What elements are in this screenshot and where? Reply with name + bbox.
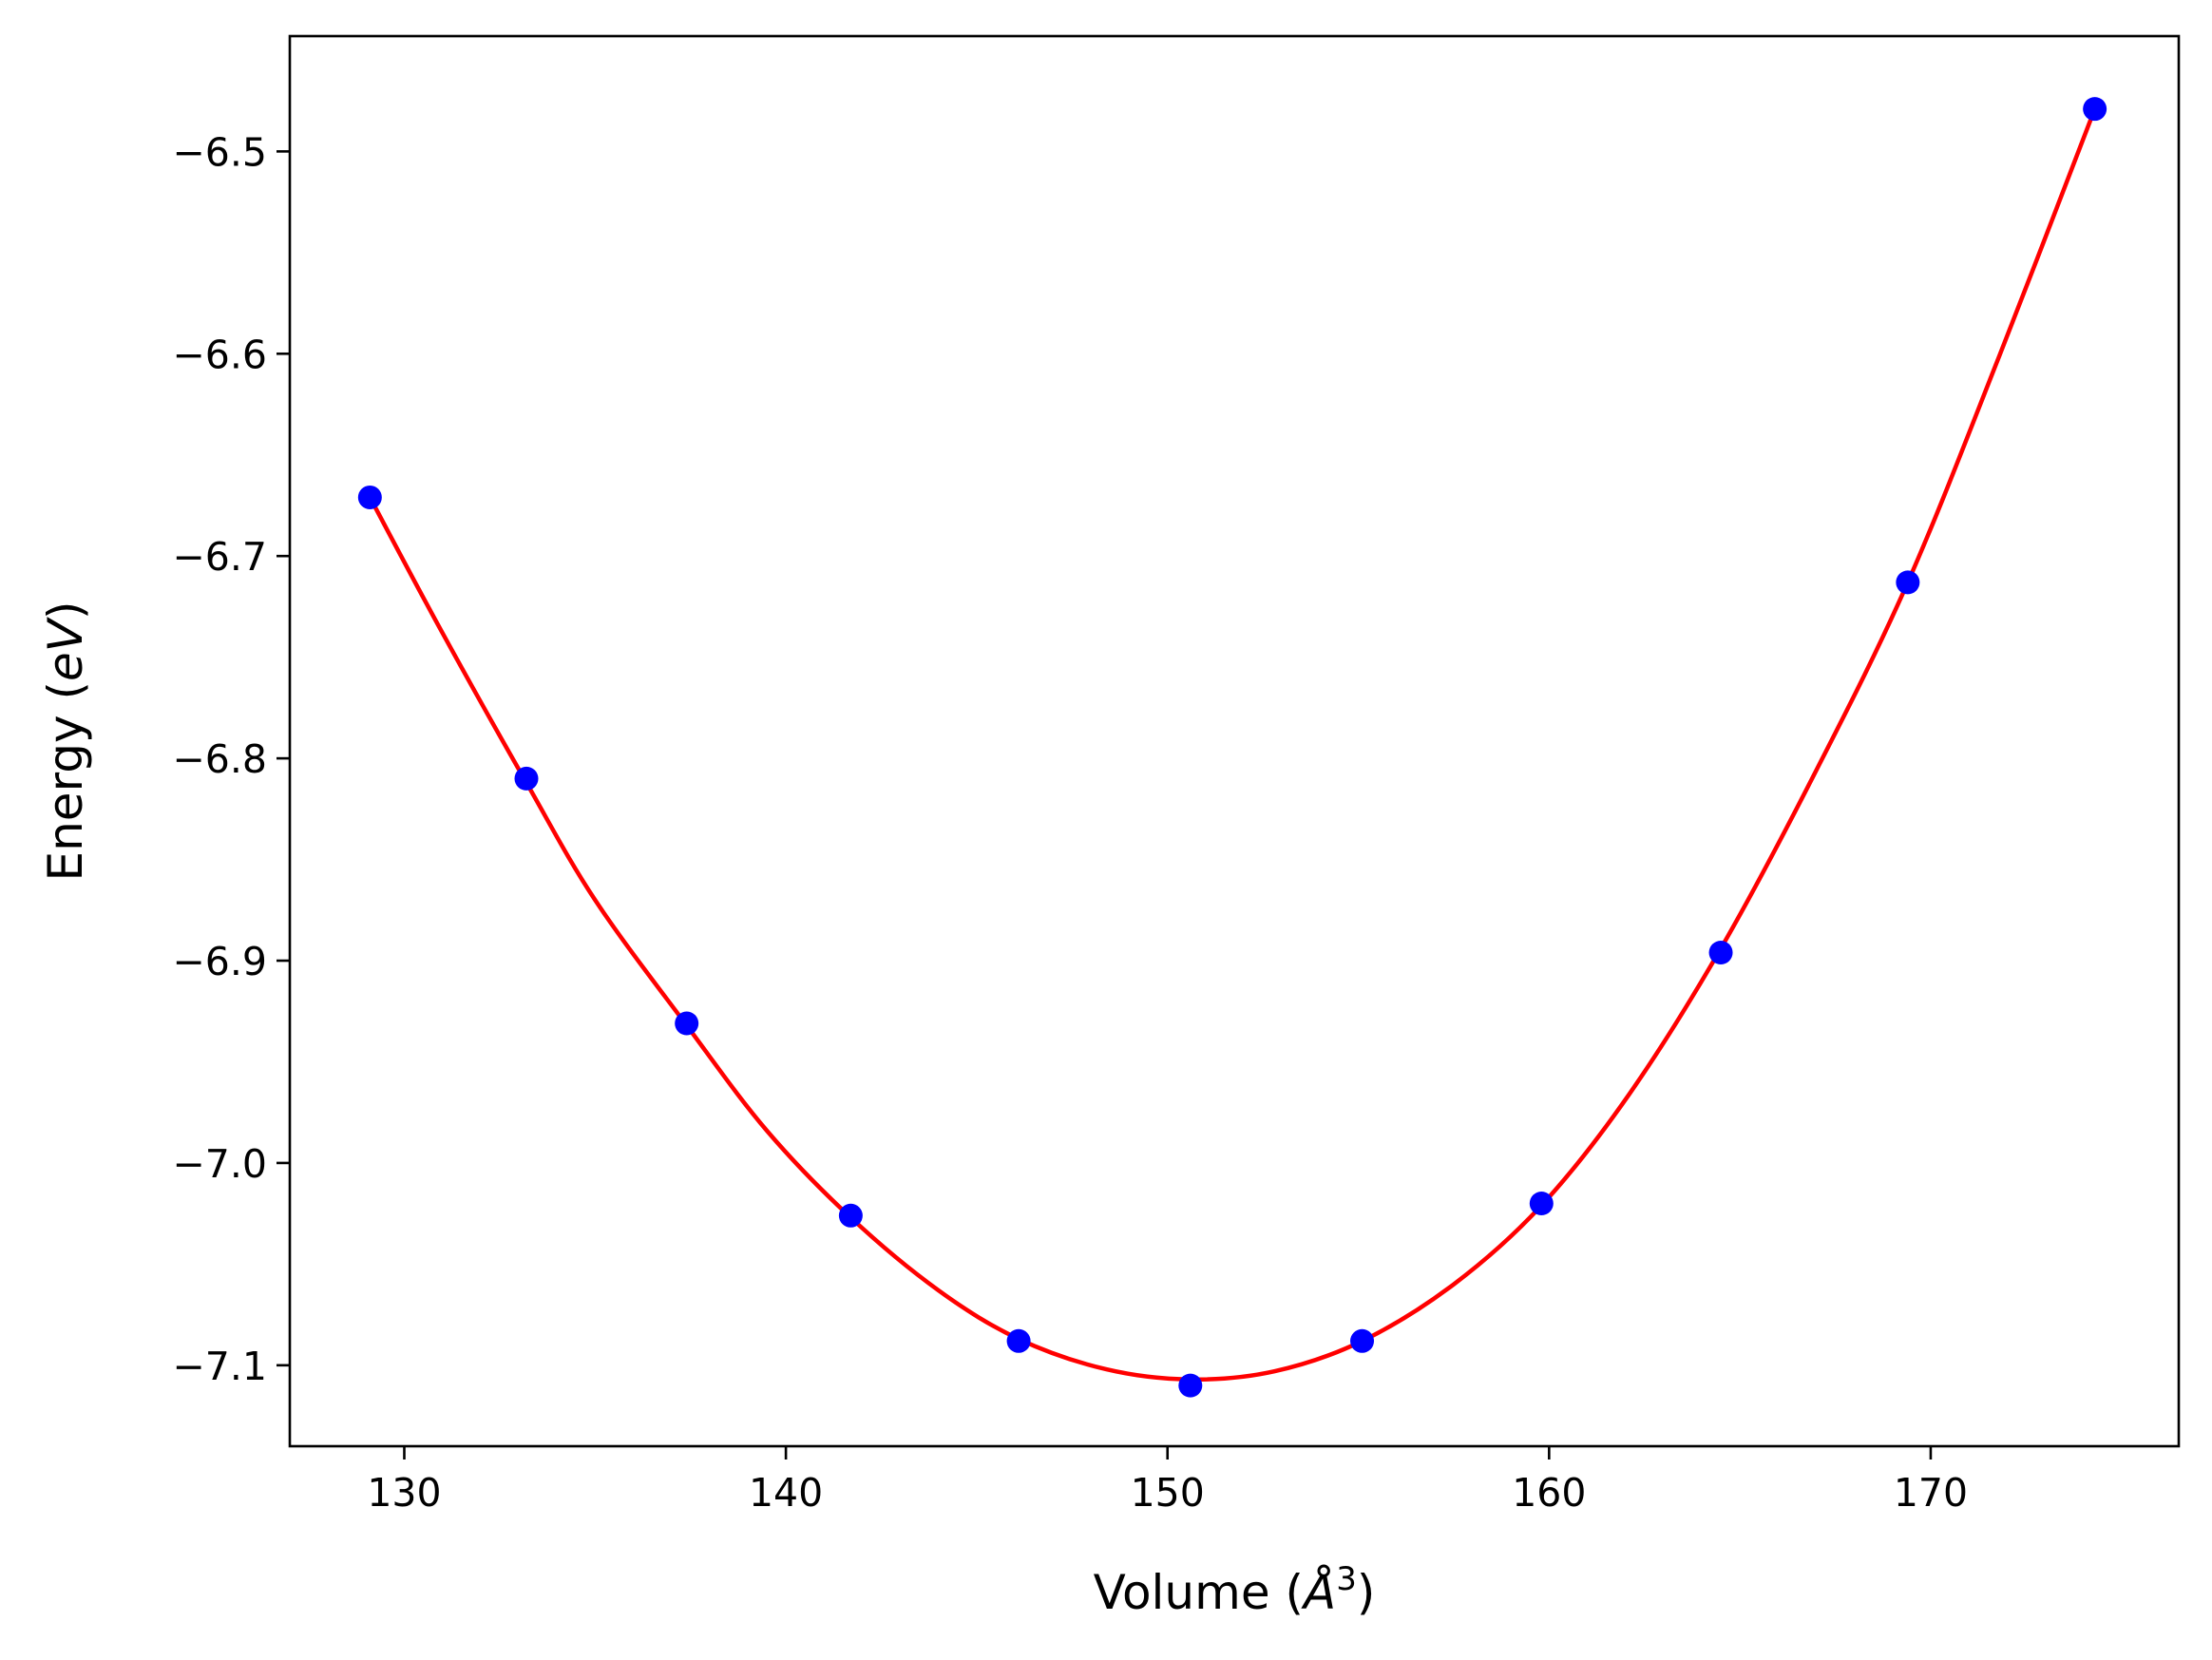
data-point bbox=[357, 485, 382, 509]
x-tick-label: 170 bbox=[1894, 1470, 1968, 1516]
x-axis-label-exponent: 3 bbox=[1336, 1560, 1357, 1598]
data-point bbox=[1896, 570, 1920, 595]
y-tick-label: −7.0 bbox=[172, 1141, 267, 1187]
x-tick-label: 140 bbox=[749, 1470, 823, 1516]
x-tick-label: 150 bbox=[1131, 1470, 1205, 1516]
y-tick-label: −6.7 bbox=[172, 534, 267, 580]
y-axis-label: Energy (eV) bbox=[38, 601, 93, 882]
x-axis-label: Volume (Å3) bbox=[1094, 1560, 1376, 1620]
x-tick-label: 160 bbox=[1512, 1470, 1586, 1516]
data-point bbox=[675, 1011, 699, 1036]
plot-area bbox=[357, 97, 2107, 1398]
data-point bbox=[514, 766, 539, 791]
y-tick-label: −6.5 bbox=[172, 129, 267, 175]
data-point bbox=[2083, 97, 2107, 122]
y-axis-ticks: −6.5 −6.6 −6.7 −6.8 −6.9 −7.0 −7.1 bbox=[172, 129, 290, 1389]
y-axis-label-unit: eV bbox=[38, 616, 93, 681]
x-axis-label-prefix: Volume ( bbox=[1094, 1565, 1304, 1620]
x-axis-ticks: 130 140 150 160 170 bbox=[367, 1446, 1968, 1516]
y-tick-label: −6.8 bbox=[172, 736, 267, 782]
data-point bbox=[1529, 1192, 1554, 1216]
axes-frame bbox=[288, 34, 2181, 1448]
data-point bbox=[838, 1203, 863, 1228]
fit-curve-line bbox=[368, 106, 2097, 1383]
y-axis-label-suffix: ) bbox=[38, 601, 93, 620]
y-axis-label-prefix: Energy ( bbox=[38, 681, 93, 881]
x-axis-label-suffix: ) bbox=[1357, 1565, 1376, 1620]
y-tick-label: −6.9 bbox=[172, 939, 267, 984]
data-point bbox=[1178, 1373, 1203, 1398]
data-point bbox=[1006, 1328, 1031, 1353]
x-axis-label-unit: Å bbox=[1301, 1565, 1336, 1620]
data-point bbox=[1708, 940, 1733, 964]
y-tick-label: −6.6 bbox=[172, 332, 267, 377]
y-tick-label: −7.1 bbox=[172, 1344, 267, 1389]
x-tick-label: 130 bbox=[367, 1470, 441, 1516]
data-point bbox=[1350, 1328, 1375, 1353]
